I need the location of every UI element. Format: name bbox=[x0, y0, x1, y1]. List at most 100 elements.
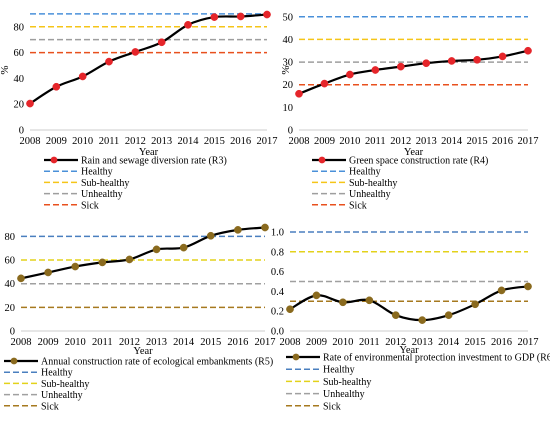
data-point bbox=[418, 316, 427, 324]
legend-label: Sick bbox=[41, 401, 59, 412]
y-tick-label: 40 bbox=[283, 35, 294, 46]
x-tick-label: 2017 bbox=[255, 337, 276, 348]
legend-label: Unhealthy bbox=[323, 389, 365, 400]
x-tick-label: 2010 bbox=[65, 337, 86, 348]
data-point bbox=[125, 255, 134, 264]
chart-panel-3: 0 20 40 60 80 2008 2009 2010 2011 2012 2013 2014 201… bbox=[4, 223, 276, 412]
series-line bbox=[29, 13, 268, 105]
legend-label: Unhealthy bbox=[349, 189, 391, 200]
legend-item: Rain and sewage diversion rate (R3) bbox=[44, 156, 227, 167]
data-point bbox=[498, 52, 507, 61]
x-tick-label: 2009 bbox=[46, 136, 67, 147]
x-tick-label: 2008 bbox=[280, 337, 301, 348]
legend-item: Sick bbox=[312, 200, 367, 211]
data-point bbox=[346, 70, 354, 79]
legend-series-marker bbox=[10, 357, 18, 365]
x-tick-label: 2012 bbox=[390, 136, 411, 147]
legend-label: Sub-healthy bbox=[323, 377, 371, 388]
data-point bbox=[524, 282, 532, 291]
x-tick-label: 2009 bbox=[314, 136, 335, 147]
legend-label: Annual construction rate of ecological e… bbox=[41, 357, 273, 368]
legend-item: Sick bbox=[286, 401, 341, 412]
series-line bbox=[289, 285, 529, 322]
legend-label: Healthy bbox=[41, 368, 73, 379]
data-point bbox=[236, 12, 245, 21]
legend-label: Green space construction rate (R4) bbox=[349, 156, 488, 167]
chart-panel-4: 0.0 0.2 0.4 0.6 0.8 1.0 2008 2009 2010 2011 2012 20… bbox=[271, 228, 550, 413]
legend-item: Unhealthy bbox=[286, 389, 365, 400]
x-tick-label: 2015 bbox=[465, 337, 486, 348]
x-tick-label: 2009 bbox=[306, 337, 327, 348]
legend-item: Sub-healthy bbox=[4, 379, 89, 390]
data-point bbox=[295, 89, 303, 98]
x-tick-label: 2017 bbox=[518, 136, 539, 147]
legend-label: Healthy bbox=[81, 167, 113, 178]
y-tick-label: 60 bbox=[14, 48, 25, 59]
x-axis-label: Year bbox=[404, 147, 424, 158]
y-tick-label: 1.0 bbox=[271, 228, 284, 239]
x-tick-label: 2016 bbox=[230, 136, 251, 147]
legend-series-marker bbox=[50, 156, 58, 164]
legend-label: Sub-healthy bbox=[81, 178, 129, 189]
data-point bbox=[286, 305, 294, 314]
legend-item: Healthy bbox=[4, 368, 73, 379]
legend-item: Rate of environmental protection investm… bbox=[286, 353, 550, 364]
data-point bbox=[26, 99, 34, 108]
data-point bbox=[105, 57, 113, 66]
x-tick-label: 2017 bbox=[518, 337, 539, 348]
x-tick-label: 2016 bbox=[227, 337, 248, 348]
y-axis-label: % bbox=[0, 65, 11, 74]
y-tick-label: 30 bbox=[283, 58, 294, 69]
x-tick-label: 2015 bbox=[204, 136, 225, 147]
legend-item: Healthy bbox=[312, 167, 381, 178]
x-tick-label: 2013 bbox=[151, 136, 172, 147]
x-tick-label: 2008 bbox=[11, 337, 32, 348]
legend-label: Healthy bbox=[349, 167, 381, 178]
y-tick-label: 0 bbox=[288, 126, 293, 137]
y-tick-label: 50 bbox=[283, 12, 294, 23]
y-tick-label: 0 bbox=[19, 126, 24, 137]
legend-label: Sick bbox=[81, 200, 99, 211]
x-tick-label: 2011 bbox=[99, 136, 120, 147]
x-tick-label: 2011 bbox=[359, 337, 380, 348]
x-tick-label: 2016 bbox=[491, 337, 512, 348]
data-point bbox=[371, 66, 380, 74]
x-tick-label: 2014 bbox=[441, 136, 463, 147]
data-point bbox=[131, 48, 140, 56]
data-point bbox=[44, 268, 52, 277]
data-point bbox=[339, 298, 347, 307]
legend-label: Sick bbox=[323, 401, 341, 412]
legend-item: Unhealthy bbox=[312, 189, 391, 200]
x-tick-label: 2017 bbox=[257, 136, 278, 147]
data-point bbox=[52, 82, 61, 91]
x-tick-label: 2010 bbox=[339, 136, 360, 147]
legend-label: Unhealthy bbox=[41, 390, 83, 401]
data-point bbox=[263, 10, 271, 19]
legend-label: Sick bbox=[349, 200, 367, 211]
y-tick-label: 20 bbox=[283, 80, 294, 91]
legend-item: Sick bbox=[44, 200, 99, 211]
legend-item: Annual construction rate of ecological e… bbox=[4, 357, 273, 368]
data-point bbox=[471, 300, 479, 309]
data-point bbox=[391, 311, 400, 320]
data-point bbox=[444, 311, 453, 320]
data-point bbox=[71, 262, 80, 271]
x-tick-label: 2014 bbox=[173, 337, 195, 348]
legend-item: Unhealthy bbox=[44, 189, 123, 200]
x-tick-label: 2011 bbox=[365, 136, 386, 147]
legend-item: Unhealthy bbox=[4, 390, 83, 401]
y-axis-label: % bbox=[280, 65, 292, 74]
x-tick-label: 2012 bbox=[125, 136, 146, 147]
y-tick-label: 40 bbox=[5, 279, 16, 290]
x-tick-label: 2009 bbox=[38, 337, 59, 348]
x-tick-label: 2013 bbox=[146, 337, 167, 348]
data-point bbox=[98, 258, 107, 267]
x-axis-label: Year bbox=[399, 345, 419, 356]
data-point bbox=[78, 72, 87, 81]
data-point bbox=[422, 59, 431, 68]
x-tick-label: 2012 bbox=[119, 337, 140, 348]
data-point bbox=[320, 79, 329, 88]
legend-item: Healthy bbox=[286, 365, 355, 376]
x-tick-label: 2015 bbox=[467, 136, 488, 147]
